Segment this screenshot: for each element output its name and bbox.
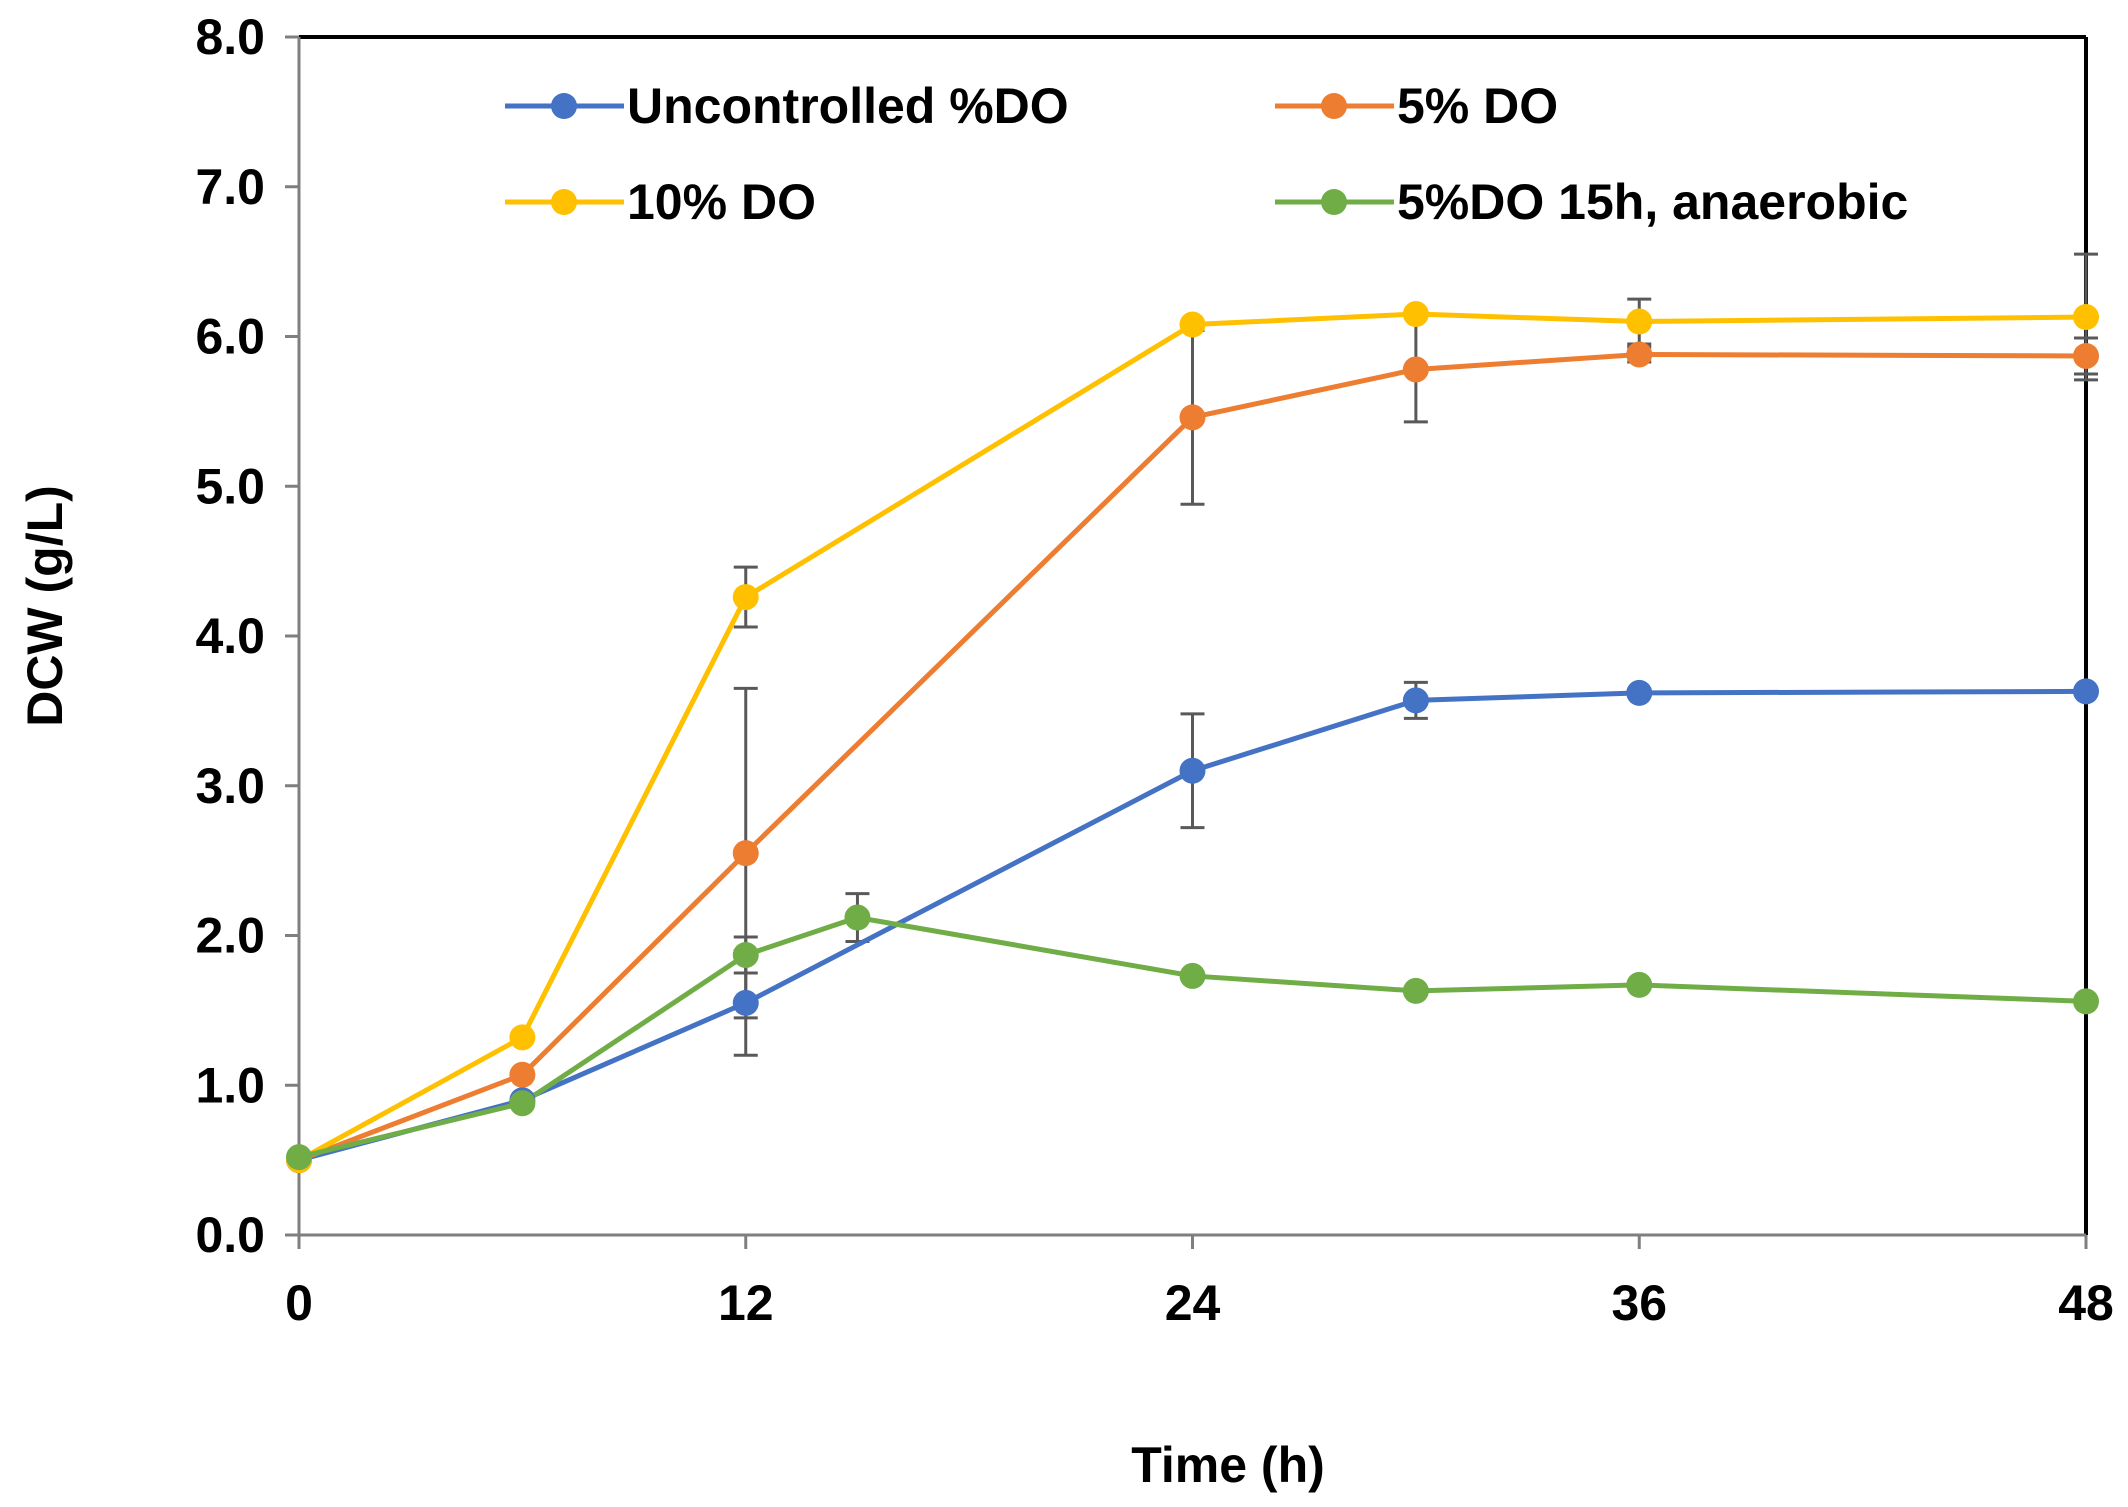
x-tick-label: 0 xyxy=(285,1275,313,1331)
x-axis-title: Time (h) xyxy=(1131,1437,1325,1493)
data-point-1 xyxy=(1626,341,1653,368)
legend-swatch-marker xyxy=(1321,189,1347,215)
data-point-2 xyxy=(1179,311,1206,338)
y-tick-label: 7.0 xyxy=(195,159,265,215)
data-point-3 xyxy=(2073,988,2099,1015)
data-point-3 xyxy=(844,904,871,931)
y-tick-label: 1.0 xyxy=(195,1057,265,1113)
x-tick-label: 12 xyxy=(718,1275,774,1331)
data-point-2 xyxy=(1626,308,1653,335)
data-point-3 xyxy=(732,941,759,968)
y-tick-label: 0.0 xyxy=(195,1207,265,1263)
y-tick-label: 2.0 xyxy=(195,908,265,964)
data-point-0 xyxy=(2073,678,2099,705)
x-tick-label: 36 xyxy=(1611,1275,1667,1331)
x-tick-label: 24 xyxy=(1165,1275,1221,1331)
y-tick-label: 8.0 xyxy=(195,9,265,65)
series-points xyxy=(286,301,2099,1174)
data-point-3 xyxy=(1179,962,1206,989)
data-point-3 xyxy=(1626,971,1653,998)
legend: Uncontrolled %DO 5% DO 10% DO 5%DO 15h, ana… xyxy=(505,78,1908,230)
data-point-3 xyxy=(509,1090,536,1117)
legend-swatch-marker xyxy=(1321,93,1347,119)
data-point-0 xyxy=(1626,679,1653,706)
data-point-1 xyxy=(1179,404,1206,431)
legend-label: 5% DO xyxy=(1397,78,1558,134)
legend-label: 5%DO 15h, anaerobic xyxy=(1397,174,1908,230)
legend-label: 10% DO xyxy=(627,174,816,230)
data-point-3 xyxy=(286,1144,312,1171)
data-point-1 xyxy=(732,840,759,867)
data-point-1 xyxy=(2073,342,2099,369)
legend-label: Uncontrolled %DO xyxy=(627,78,1069,134)
data-point-2 xyxy=(732,584,759,611)
legend-swatch-marker xyxy=(551,189,577,215)
data-point-3 xyxy=(1402,977,1429,1004)
y-tick-label: 6.0 xyxy=(195,309,265,365)
x-tick-label: 48 xyxy=(2058,1275,2114,1331)
data-point-0 xyxy=(1402,687,1429,714)
series-line-3 xyxy=(298,915,2087,1160)
y-axis: 0.0 1.0 2.0 3.0 4.0 5.0 6.0 7.0 8.0 xyxy=(195,9,299,1263)
data-point-2 xyxy=(2073,304,2099,331)
y-tick-label: 5.0 xyxy=(195,458,265,514)
data-point-2 xyxy=(509,1024,536,1051)
data-point-1 xyxy=(1402,356,1429,383)
data-point-2 xyxy=(1402,301,1429,328)
data-point-1 xyxy=(509,1061,536,1088)
y-axis-title: DCW (g/L) xyxy=(17,485,73,727)
data-point-0 xyxy=(1179,757,1206,784)
y-tick-label: 3.0 xyxy=(195,758,265,814)
x-axis: 0 12 24 36 48 xyxy=(285,1235,2114,1331)
y-tick-label: 4.0 xyxy=(195,608,265,664)
legend-swatch-marker xyxy=(551,93,577,119)
data-point-0 xyxy=(732,989,759,1016)
